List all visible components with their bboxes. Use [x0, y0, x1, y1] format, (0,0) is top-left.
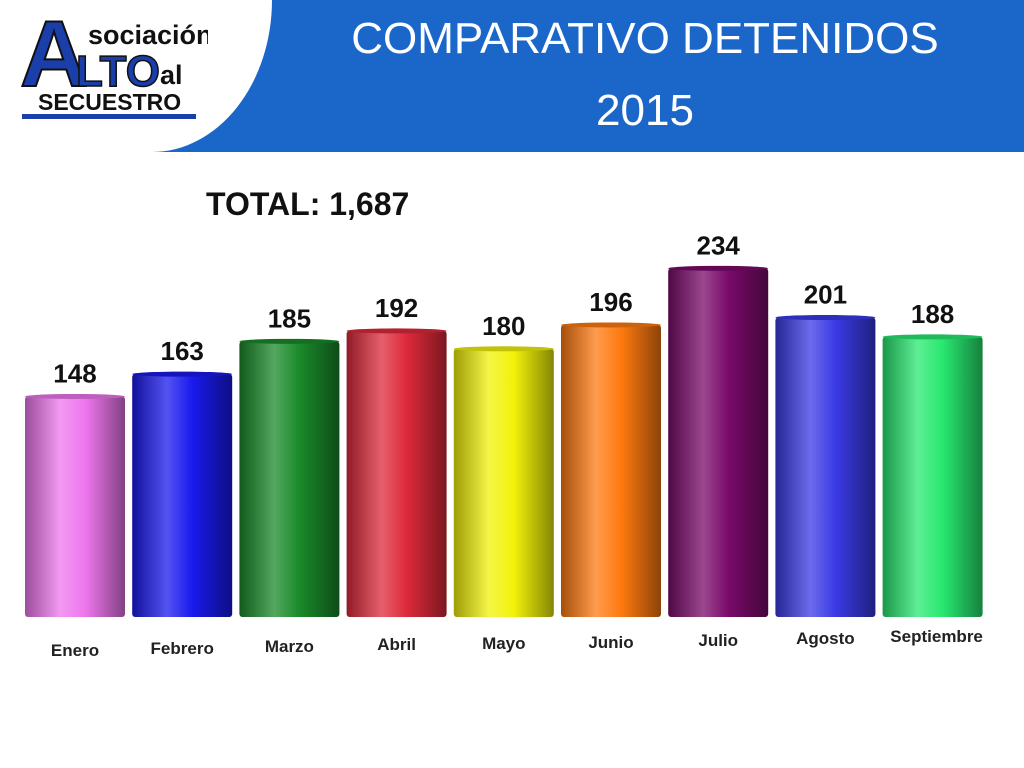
- bar-abril: [346, 330, 447, 617]
- value-label-septiembre: 188: [911, 299, 954, 329]
- bar-top-septiembre: [882, 334, 983, 340]
- logo-alto: LTO: [76, 47, 160, 96]
- page-subtitle-year: 2015: [596, 86, 694, 135]
- labels-layer: 148 Enero 163 Febrero 185 Marzo 192 Abril 180 May…: [51, 230, 983, 660]
- category-label-abril: Abril: [377, 635, 416, 654]
- bar-top-agosto: [775, 315, 876, 321]
- category-label-enero: Enero: [51, 641, 99, 660]
- bar-julio: [668, 268, 769, 617]
- bar-top-julio: [668, 265, 769, 271]
- category-label-mayo: Mayo: [482, 634, 525, 653]
- value-label-enero: 148: [53, 358, 96, 388]
- value-label-febrero: 163: [161, 336, 204, 366]
- value-label-marzo: 185: [268, 303, 311, 333]
- value-label-junio: 196: [589, 287, 632, 317]
- logo-al: al: [160, 60, 183, 90]
- category-label-septiembre: Septiembre: [890, 627, 983, 646]
- bar-junio: [561, 324, 661, 617]
- category-label-agosto: Agosto: [796, 629, 855, 648]
- logo-asociacion: sociación: [88, 20, 208, 50]
- value-label-mayo: 180: [482, 311, 525, 341]
- category-label-junio: Junio: [588, 633, 633, 652]
- bar-mayo: [453, 348, 554, 617]
- bar-febrero: [132, 374, 233, 617]
- bar-top-mayo: [453, 346, 554, 352]
- logo-panel: A sociación LTO al SECUESTRO: [0, 0, 272, 152]
- asociacion-alto-al-secuestro-logo: A sociación LTO al SECUESTRO: [19, 8, 208, 119]
- logo-secuestro: SECUESTRO: [38, 89, 181, 115]
- bar-top-febrero: [132, 371, 233, 377]
- bar-top-marzo: [239, 338, 340, 344]
- bar-top-enero: [25, 393, 125, 399]
- value-label-agosto: 201: [804, 280, 847, 310]
- category-label-marzo: Marzo: [265, 637, 314, 656]
- bar-septiembre: [882, 336, 983, 617]
- bars-layer: [25, 265, 983, 617]
- bar-top-abril: [346, 328, 447, 334]
- logo-underline: [22, 114, 196, 119]
- category-label-febrero: Febrero: [151, 639, 214, 658]
- page-title: COMPARATIVO DETENIDOS: [351, 14, 939, 63]
- bar-marzo: [239, 341, 340, 617]
- logo-big-a: A: [20, 8, 88, 106]
- bar-top-junio: [561, 322, 661, 328]
- bar-enero: [25, 396, 125, 617]
- value-label-julio: 234: [697, 230, 741, 260]
- category-label-julio: Julio: [698, 631, 738, 650]
- bar-agosto: [775, 317, 876, 617]
- value-label-abril: 192: [375, 293, 418, 323]
- total-label: TOTAL: 1,687: [206, 186, 410, 222]
